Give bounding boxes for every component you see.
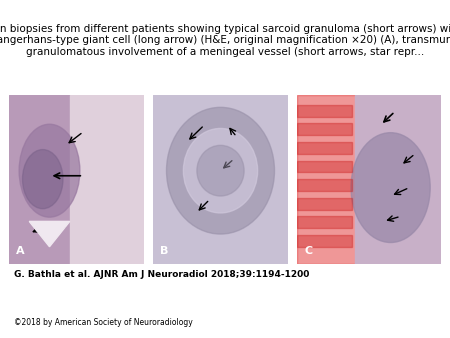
- Bar: [355, 95, 441, 264]
- Bar: [297, 235, 352, 247]
- Ellipse shape: [22, 149, 63, 209]
- Bar: [9, 95, 83, 264]
- Bar: [297, 198, 352, 210]
- Text: A: A: [16, 245, 24, 256]
- Text: AINR: AINR: [331, 284, 384, 303]
- Text: ©2018 by American Society of Neuroradiology: ©2018 by American Society of Neuroradiol…: [14, 318, 192, 327]
- Ellipse shape: [166, 107, 274, 234]
- Text: C: C: [304, 245, 312, 256]
- Bar: [297, 123, 352, 135]
- Text: Brain biopsies from different patients showing typical sarcoid granuloma (short : Brain biopsies from different patients s…: [0, 24, 450, 57]
- Bar: [297, 105, 352, 117]
- Bar: [297, 161, 352, 172]
- Polygon shape: [29, 221, 70, 247]
- Bar: [70, 95, 144, 264]
- Ellipse shape: [184, 128, 257, 213]
- Text: B: B: [160, 245, 168, 256]
- Bar: [297, 216, 352, 228]
- Bar: [297, 142, 352, 154]
- Ellipse shape: [19, 124, 80, 217]
- Ellipse shape: [197, 145, 244, 196]
- Bar: [297, 95, 362, 264]
- Bar: [297, 179, 352, 191]
- Text: G. Bathla et al. AJNR Am J Neuroradiol 2018;39:1194-1200: G. Bathla et al. AJNR Am J Neuroradiol 2…: [14, 270, 309, 280]
- Text: AMERICAN JOURNAL OF NEURORADIOLOGY: AMERICAN JOURNAL OF NEURORADIOLOGY: [305, 312, 410, 317]
- Ellipse shape: [351, 132, 430, 243]
